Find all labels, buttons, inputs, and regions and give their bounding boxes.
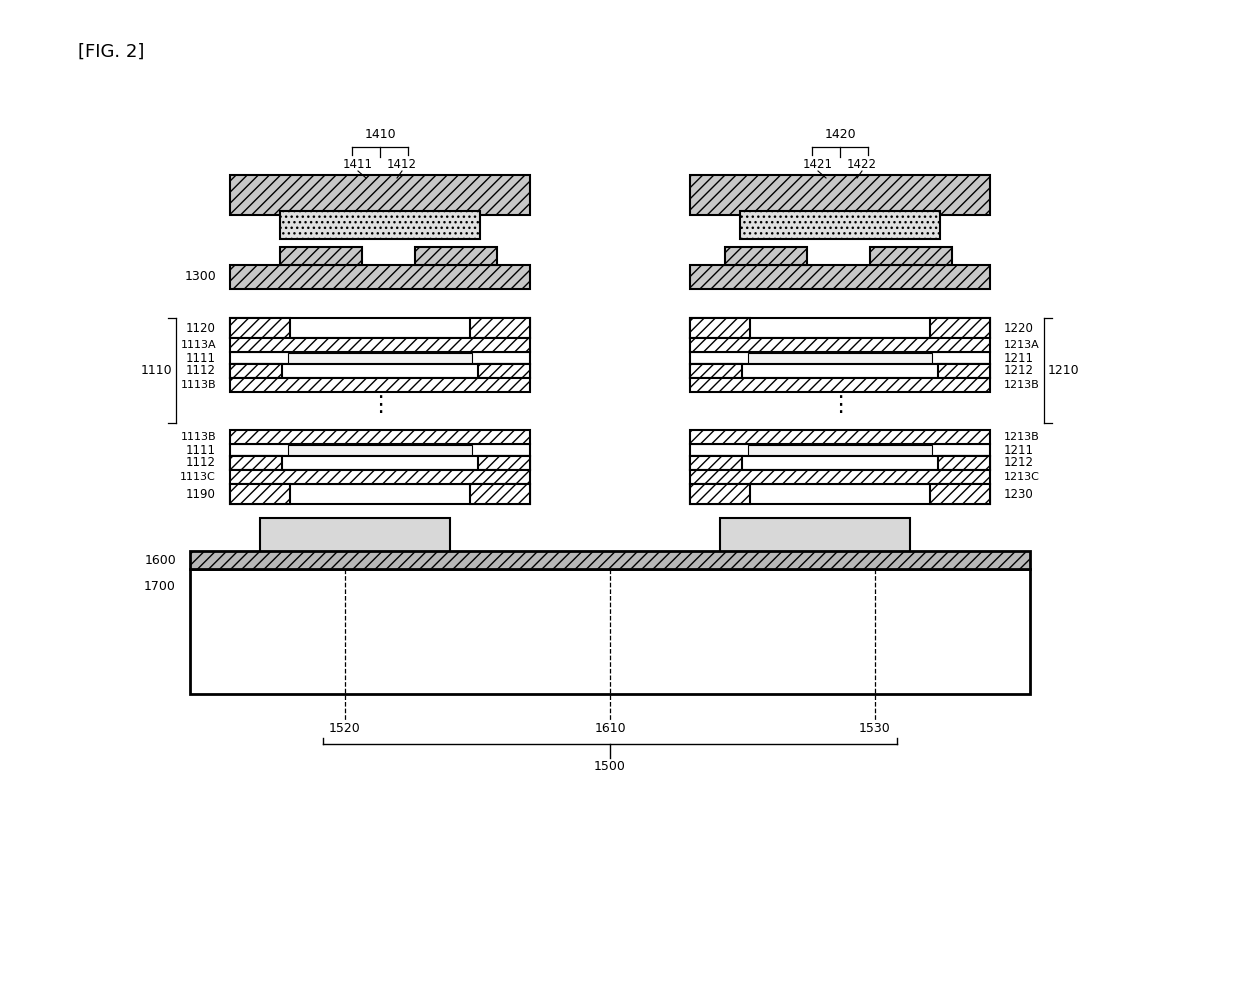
Text: 1230: 1230 <box>1004 487 1034 501</box>
Bar <box>930 318 990 338</box>
Bar <box>229 456 529 470</box>
Bar <box>937 456 990 470</box>
Bar <box>280 211 480 239</box>
Bar <box>937 364 990 378</box>
Bar <box>229 352 529 364</box>
Text: 1120: 1120 <box>186 321 216 334</box>
Bar <box>689 444 990 456</box>
Text: 1520: 1520 <box>329 723 361 736</box>
Text: 1421: 1421 <box>804 159 833 172</box>
Bar <box>470 484 529 504</box>
Bar <box>229 175 529 215</box>
Text: 1113A: 1113A <box>180 340 216 350</box>
Bar <box>190 551 1030 569</box>
Text: 1213A: 1213A <box>1004 340 1040 350</box>
Bar <box>720 518 910 558</box>
Text: [FIG. 2]: [FIG. 2] <box>78 43 144 61</box>
Bar <box>725 247 807 265</box>
Text: 1111: 1111 <box>186 351 216 365</box>
Bar <box>689 456 990 470</box>
Bar <box>870 247 952 265</box>
Text: 1220: 1220 <box>1004 321 1034 334</box>
Bar <box>229 484 529 504</box>
Bar <box>477 456 529 470</box>
Text: ⋮: ⋮ <box>368 395 391 415</box>
Bar <box>415 247 497 265</box>
Bar <box>229 338 529 352</box>
Bar <box>689 265 990 289</box>
Bar <box>689 364 742 378</box>
Text: ⋮: ⋮ <box>828 395 851 415</box>
Bar <box>689 318 990 338</box>
Text: 1500: 1500 <box>594 760 626 773</box>
Bar <box>689 352 990 364</box>
Bar <box>229 456 281 470</box>
Text: 1210: 1210 <box>1048 364 1080 377</box>
Bar <box>740 211 940 239</box>
Text: 1113B: 1113B <box>180 432 216 442</box>
Bar <box>229 318 529 338</box>
Bar <box>748 353 932 363</box>
Bar <box>229 484 290 504</box>
Text: 1112: 1112 <box>186 457 216 469</box>
Text: 1113C: 1113C <box>180 472 216 482</box>
Bar <box>229 318 290 338</box>
Bar <box>229 430 529 444</box>
Bar <box>229 444 529 456</box>
Bar <box>229 470 529 484</box>
Bar <box>689 175 990 215</box>
Bar <box>689 456 742 470</box>
Bar <box>930 484 990 504</box>
Text: 1411: 1411 <box>343 159 373 172</box>
Text: 1211: 1211 <box>1004 444 1034 457</box>
Text: 1190: 1190 <box>186 487 216 501</box>
Bar <box>748 445 932 455</box>
Bar <box>689 318 750 338</box>
Bar <box>689 364 990 378</box>
Text: 1300: 1300 <box>185 270 216 284</box>
Text: 1700: 1700 <box>144 581 176 594</box>
Text: 1212: 1212 <box>1004 457 1034 469</box>
Bar <box>689 484 750 504</box>
Bar <box>229 364 529 378</box>
Bar <box>689 470 990 484</box>
Text: 1610: 1610 <box>594 723 626 736</box>
Text: 1213B: 1213B <box>1004 432 1040 442</box>
Bar <box>689 378 990 392</box>
Bar <box>260 518 450 558</box>
Text: 1420: 1420 <box>825 128 856 142</box>
Text: 1422: 1422 <box>847 159 877 172</box>
Text: 1530: 1530 <box>859 723 890 736</box>
Text: 1213B: 1213B <box>1004 380 1040 390</box>
Bar <box>470 318 529 338</box>
Text: 1410: 1410 <box>365 128 396 142</box>
Bar <box>689 484 990 504</box>
Bar <box>689 338 990 352</box>
Text: 1212: 1212 <box>1004 365 1034 378</box>
Bar <box>229 364 281 378</box>
Bar <box>288 445 472 455</box>
Bar <box>190 569 1030 694</box>
Bar <box>477 364 529 378</box>
Bar <box>288 353 472 363</box>
Text: 1112: 1112 <box>186 365 216 378</box>
Bar <box>280 247 362 265</box>
Text: 1211: 1211 <box>1004 351 1034 365</box>
Text: 1113B: 1113B <box>180 380 216 390</box>
Bar <box>229 378 529 392</box>
Text: 1412: 1412 <box>387 159 417 172</box>
Bar <box>689 430 990 444</box>
Text: 1111: 1111 <box>186 444 216 457</box>
Text: 1110: 1110 <box>140 364 172 377</box>
Text: 1213C: 1213C <box>1004 472 1040 482</box>
Bar <box>229 265 529 289</box>
Text: 1600: 1600 <box>144 553 176 567</box>
